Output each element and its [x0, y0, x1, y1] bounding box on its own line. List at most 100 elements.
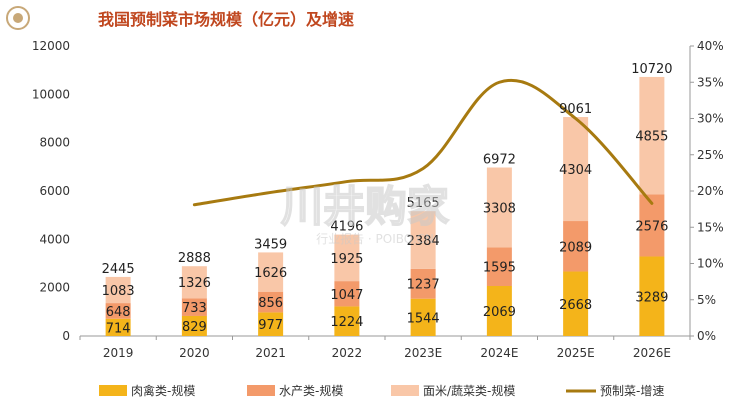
x-tick-label: 2021: [255, 346, 286, 360]
legend-label-noodle: 面米/蔬菜类-规模: [423, 383, 515, 398]
legend-label-aquatic: 水产类-规模: [279, 383, 343, 398]
x-tick-label: 2023E: [404, 346, 442, 360]
total-label: 9061: [559, 102, 592, 117]
right-axis-ticks: 0% 5% 10% 15% 20% 25% 30% 35% 40%: [690, 39, 724, 343]
bar-meat: [258, 312, 284, 336]
bar-meat: [410, 298, 436, 336]
x-tick-label: 2022: [332, 346, 363, 360]
legend-item-growth: 预制菜-增速: [566, 384, 664, 398]
legend-label-growth: 预制菜-增速: [600, 384, 664, 398]
data-label: 4304: [559, 163, 592, 178]
data-label: 3308: [483, 201, 516, 216]
data-label: 1047: [330, 288, 363, 303]
left-tick-label: 2000: [39, 281, 70, 295]
left-axis-ticks: 0 2000 4000 6000 8000 10000 12000: [32, 39, 70, 343]
left-tick-label: 12000: [32, 39, 70, 53]
legend-item-noodle: 面米/蔬菜类-规模: [391, 383, 515, 398]
bar-aquatic: [181, 298, 207, 316]
legend: 肉禽类-规模 水产类-规模 面米/蔬菜类-规模 预制菜-增速: [99, 383, 664, 398]
data-label: 1595: [483, 261, 516, 276]
data-label: 829: [182, 320, 207, 335]
left-tick-label: 0: [62, 329, 70, 343]
data-label: 648: [106, 305, 131, 320]
data-label: 1224: [330, 315, 363, 330]
bars: [105, 76, 665, 336]
data-label: 1326: [178, 276, 211, 291]
right-tick-label: 15%: [697, 220, 724, 234]
bar-noodle: [105, 276, 131, 304]
total-label: 10720: [631, 62, 672, 77]
data-label: 1925: [330, 252, 363, 267]
bar-aquatic: [410, 268, 436, 299]
legend-swatch-noodle: [391, 385, 419, 396]
bar-meat: [486, 285, 512, 336]
data-label: 3289: [635, 290, 668, 305]
axes: 0 2000 4000 6000 8000 10000 12000 0% 5% 10% 15% 20…: [32, 39, 724, 343]
data-label: 1626: [254, 266, 287, 281]
total-label: 6972: [483, 153, 516, 168]
left-tick-label: 4000: [39, 232, 70, 246]
data-label: 1237: [407, 278, 440, 293]
x-axis-ticks: 2019 2020 2021 2022 2023E 2024E 2025E 2026E: [79, 336, 691, 360]
bar-aquatic: [334, 281, 360, 307]
right-tick-label: 10%: [697, 257, 724, 271]
right-tick-label: 20%: [697, 184, 724, 198]
legend-swatch-meat: [99, 385, 127, 396]
right-tick-label: 5%: [697, 293, 716, 307]
header: 我国预制菜市场规模（亿元）及增速: [6, 6, 354, 30]
right-tick-label: 25%: [697, 148, 724, 162]
bar-noodle: [486, 167, 512, 248]
total-label: 2445: [102, 262, 135, 277]
x-tick-label: 2019: [103, 346, 134, 360]
bar-noodle: [334, 234, 360, 282]
watermark-sub: 行业报告 · POIBO.CN: [316, 231, 434, 246]
x-tick-label: 2020: [179, 346, 210, 360]
right-tick-label: 40%: [697, 39, 724, 53]
data-label: 2384: [407, 234, 440, 249]
data-label: 1544: [407, 311, 440, 326]
bar-aquatic: [563, 221, 589, 272]
total-label: 4196: [330, 220, 363, 235]
data-label: 2668: [559, 298, 592, 313]
data-label: 2089: [559, 240, 592, 255]
data-label: 714: [106, 321, 131, 336]
right-tick-label: 0%: [697, 329, 716, 343]
data-label: 2576: [635, 219, 668, 234]
bar-noodle: [181, 266, 207, 299]
data-label: 4855: [635, 130, 668, 145]
bar-meat: [334, 306, 360, 336]
data-label: 856: [258, 296, 283, 311]
bar-aquatic: [258, 291, 284, 313]
watermark: 川井购家 行业报告 · POIBO.CN: [280, 181, 450, 246]
bar-meat: [563, 271, 589, 336]
right-tick-label: 30%: [697, 112, 724, 126]
bar-meat: [105, 318, 131, 336]
legend-item-aquatic: 水产类-规模: [247, 383, 343, 398]
bar-meat: [639, 256, 665, 336]
data-label: 1083: [102, 284, 135, 299]
bar-noodle: [563, 117, 589, 222]
chart-title: 我国预制菜市场规模（亿元）及增速: [98, 10, 354, 29]
title-logo-inner: [13, 13, 23, 23]
x-tick-label: 2026E: [633, 346, 671, 360]
legend-item-meat: 肉禽类-规模: [99, 383, 195, 398]
growth-line: [192, 78, 654, 207]
x-tick-label: 2024E: [480, 346, 518, 360]
bar-noodle: [639, 76, 665, 195]
legend-label-meat: 肉禽类-规模: [131, 383, 195, 398]
bar-noodle: [410, 211, 436, 269]
data-label: 2069: [483, 305, 516, 320]
data-label: 977: [258, 318, 283, 333]
total-label: 3459: [254, 237, 287, 252]
bar-aquatic: [105, 303, 131, 319]
left-tick-label: 8000: [39, 136, 70, 150]
left-tick-label: 6000: [39, 184, 70, 198]
legend-swatch-aquatic: [247, 385, 275, 396]
bar-aquatic: [486, 247, 512, 286]
data-label: 733: [182, 301, 207, 316]
total-label: 2888: [178, 251, 211, 266]
bar-meat: [181, 315, 207, 336]
bar-noodle: [258, 252, 284, 292]
